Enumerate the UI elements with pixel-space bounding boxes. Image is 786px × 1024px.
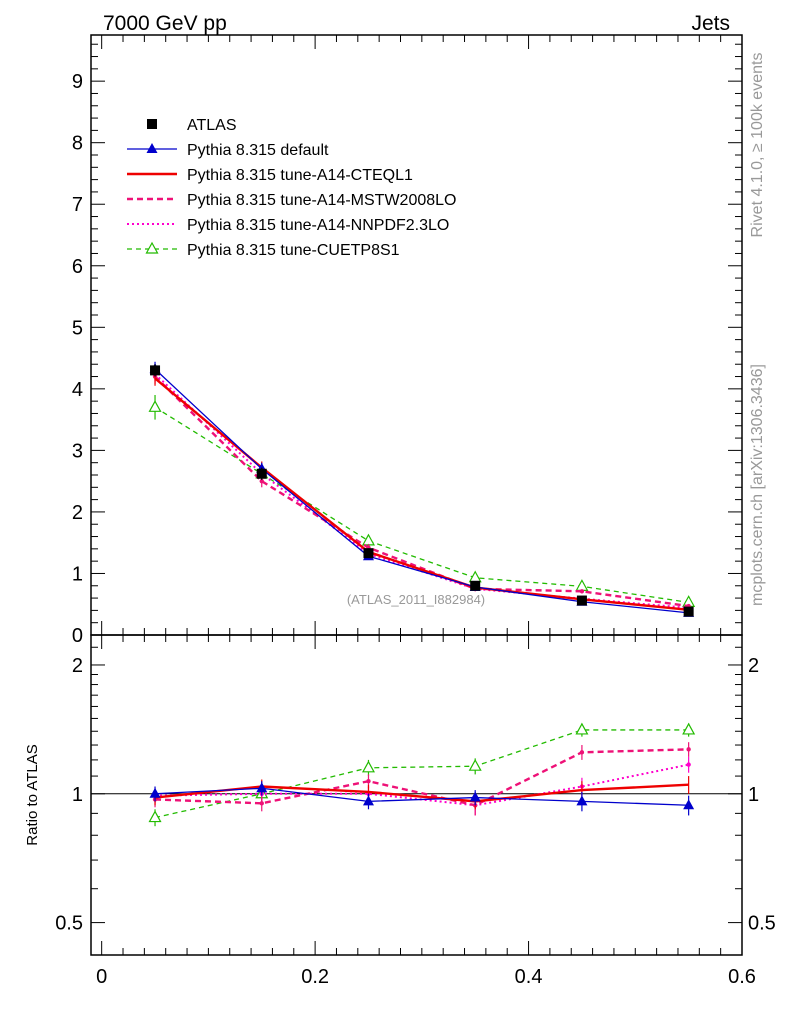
legend: ATLAS Pythia 8.315 default Pythia 8.315 tu…: [127, 117, 456, 259]
legend-item-s5: Pythia 8.315 tune-CUETP8S1: [127, 241, 400, 259]
ratio-line-r1: [154, 783, 689, 803]
main-point-s3: [579, 589, 585, 594]
legend-item-s1: Pythia 8.315 default: [127, 142, 329, 159]
watermark: (ATLAS_2011_I882984): [347, 592, 485, 607]
ratio-ytick-label-left: 0.5: [55, 913, 83, 935]
main-ytick-label: 3: [72, 440, 83, 462]
main-series-s0: [150, 364, 694, 617]
ratio-point-r4: [361, 760, 375, 773]
ratio-ytick-label-right: 0.5: [748, 913, 776, 935]
legend-item-s0: ATLAS: [147, 117, 237, 134]
main-ytick-label: 5: [72, 317, 83, 339]
ratio-point-r2: [579, 750, 585, 755]
main-line-s1: [154, 368, 689, 614]
main-line-s5: [154, 406, 689, 604]
main-point-s0: [150, 365, 161, 376]
x-tick-label: 0.6: [728, 966, 756, 988]
ratio-point-r2: [366, 779, 371, 784]
main-y-tick-labels: 0 1 2 3 4 5 6 7 8 9: [72, 71, 83, 647]
main-series-group: [148, 361, 696, 617]
ratio-series-r0: [149, 781, 695, 816]
legend-item-s4: Pythia 8.315 tune-A14-NNPDF2.3LO: [127, 217, 449, 234]
header-left: 7000 GeV pp: [103, 12, 227, 35]
main-point-s0: [363, 548, 374, 559]
ratio-point-r0: [576, 795, 588, 806]
legend-label: Pythia 8.315 tune-A14-CTEQL1: [187, 167, 413, 184]
ratio-line-r0: [154, 787, 689, 806]
ratio-y-tick-labels: 0.5 0.5 1 1 2 2: [55, 655, 776, 935]
ratio-point-r4: [148, 810, 162, 823]
legend-marker: [146, 143, 158, 153]
ratio-ytick-label-left: 1: [72, 784, 83, 806]
legend-label: Pythia 8.315 tune-CUETP8S1: [187, 242, 400, 259]
main-series-s5: [148, 395, 696, 607]
ratio-point-r0: [256, 782, 268, 793]
main-point-s0: [470, 580, 481, 591]
x-tick-label: 0.4: [515, 966, 543, 988]
legend-label: Pythia 8.315 default: [187, 142, 329, 159]
main-point-s0: [576, 595, 587, 606]
ratio-ylabel: Ratio to ATLAS: [24, 744, 41, 845]
main-ytick-label: 7: [72, 194, 83, 216]
ratio-series-group: [148, 722, 696, 827]
source-label: mcplots.cern.ch [arXiv:1306.3436]: [749, 364, 766, 606]
legend-label: Pythia 8.315 tune-A14-NNPDF2.3LO: [187, 217, 449, 234]
main-axis-ticks: [91, 35, 743, 636]
legend-label: Pythia 8.315 tune-A14-MSTW2008LO: [187, 192, 456, 209]
main-ytick-label: 1: [72, 563, 83, 585]
main-ytick-label: 8: [72, 133, 83, 155]
legend-item-s3: Pythia 8.315 tune-A14-MSTW2008LO: [127, 192, 456, 209]
legend-label: ATLAS: [187, 117, 237, 134]
main-point-s5: [148, 400, 162, 412]
ratio-point-r0: [469, 791, 481, 802]
x-tick-label: 0.2: [301, 966, 329, 988]
main-point-s0: [683, 606, 694, 617]
ratio-point-r0: [362, 795, 374, 806]
legend-item-s2: Pythia 8.315 tune-A14-CTEQL1: [127, 167, 413, 184]
ratio-point-r4: [682, 722, 696, 735]
main-ytick-label: 4: [72, 379, 83, 401]
main-ytick-label: 2: [72, 502, 83, 524]
ratio-line-r4: [154, 729, 689, 819]
ratio-point-r4: [575, 722, 589, 735]
ratio-point-r2: [686, 747, 691, 752]
ratio-point-r0: [683, 799, 695, 810]
x-tick-labels: 0 0.2 0.4 0.6: [96, 966, 756, 988]
main-ytick-label: 0: [72, 625, 83, 647]
main-ytick-label: 6: [72, 256, 83, 278]
ratio-ytick-label-right: 2: [748, 655, 759, 677]
header-right: Jets: [691, 12, 730, 35]
rivet-label: Rivet 4.1.0, ≥ 100k events: [749, 53, 766, 238]
main-ytick-label: 9: [72, 71, 83, 93]
ratio-point-r0: [149, 787, 161, 798]
legend-marker: [145, 241, 159, 254]
ratio-point-r3: [686, 762, 691, 767]
x-tick-label: 0: [96, 966, 107, 988]
ratio-point-r2: [259, 801, 264, 806]
ratio-panel-frame: [90, 634, 743, 956]
main-line-s3: [154, 375, 689, 608]
main-point-s0: [256, 468, 267, 479]
legend-marker: [147, 119, 157, 129]
ratio-line-r2: [154, 748, 689, 807]
ratio-point-r4: [468, 758, 482, 771]
ratio-ytick-label-left: 2: [72, 655, 83, 677]
main-point-s3: [259, 478, 264, 484]
ratio-ytick-label-right: 1: [748, 784, 759, 806]
ratio-axis-ticks: [91, 635, 743, 955]
